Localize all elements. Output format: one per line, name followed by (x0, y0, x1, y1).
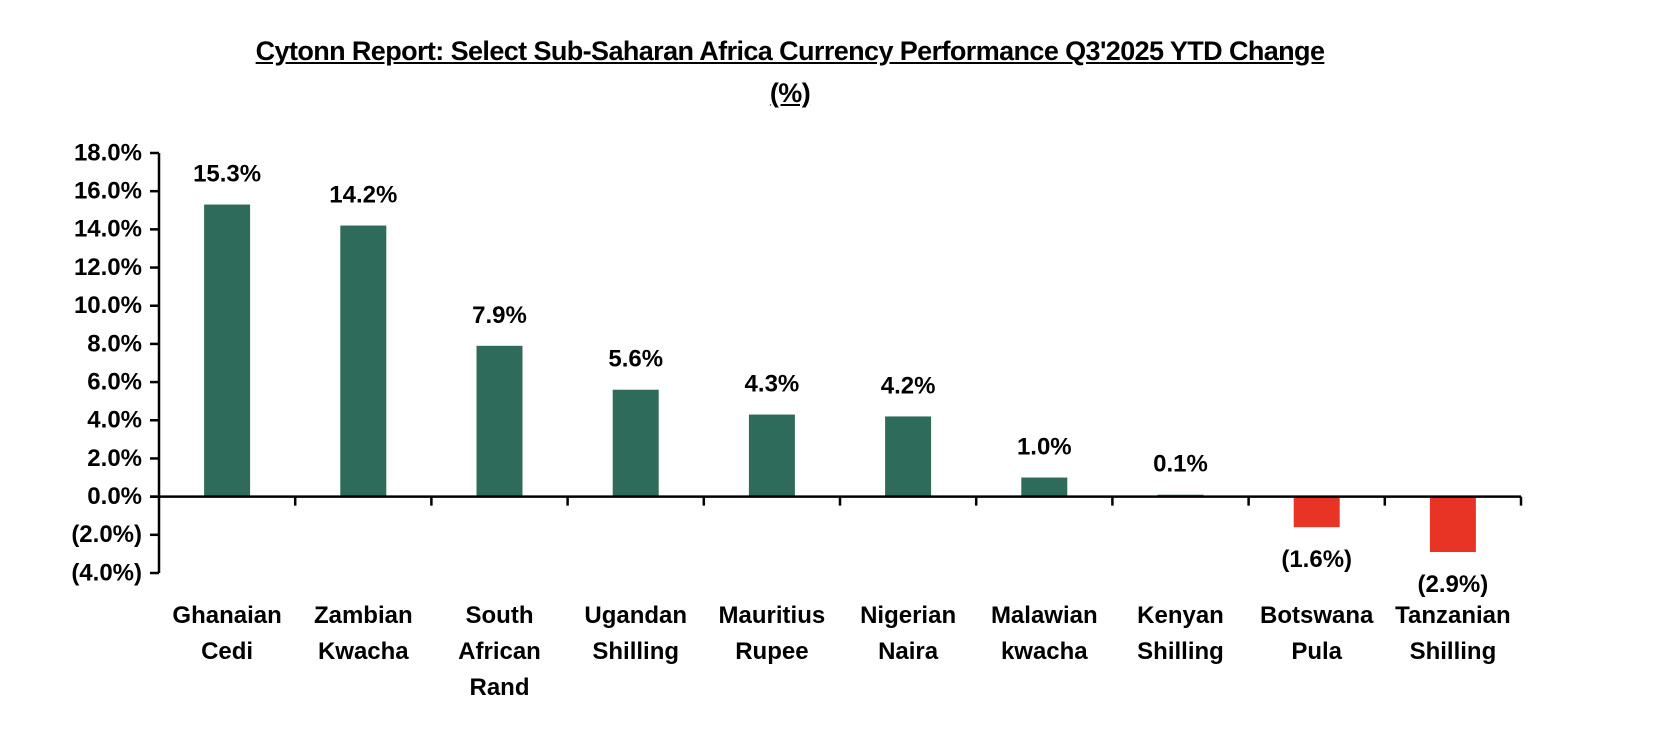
chart-title-line-1: Cytonn Report: Select Sub-Saharan Africa… (255, 36, 1325, 66)
x-category-label: Kwacha (318, 638, 409, 665)
chart-title: Cytonn Report: Select Sub-Saharan Africa… (0, 30, 1580, 114)
y-tick-label: (2.0%) (71, 521, 142, 548)
y-tick-label: 12.0% (74, 254, 142, 281)
y-tick-label: 14.0% (74, 216, 142, 243)
y-axis: 18.0% 16.0% 14.0% 12.0% 10.0% 8.0% 6.0% 4.0% 2.0… (71, 139, 161, 586)
data-label: (1.6%) (1281, 546, 1352, 573)
x-axis (150, 495, 1523, 506)
chart-title-line-2: (%) (769, 78, 811, 108)
x-category-label: Rupee (735, 638, 808, 665)
data-label: 4.3% (745, 371, 800, 398)
bar (1293, 496, 1340, 528)
y-tick-label: 10.0% (74, 292, 142, 319)
data-label: 1.0% (1017, 434, 1072, 461)
x-category-label: Shilling (1137, 638, 1224, 665)
x-category-label: Nigerian (860, 602, 956, 629)
y-tick-label: 16.0% (74, 178, 142, 205)
x-category-label: kwacha (1001, 638, 1088, 665)
data-label: (2.9%) (1418, 571, 1489, 598)
bar (1429, 496, 1476, 552)
bar (204, 204, 251, 497)
x-category-label: African (458, 638, 541, 665)
y-tick-label: 18.0% (74, 139, 142, 166)
x-category-label: South (466, 602, 534, 629)
x-category-label: Shilling (1410, 638, 1497, 665)
category-labels: Ghanaian Cedi Zambian Kwacha South African Ran… (172, 602, 1510, 701)
data-label: 14.2% (329, 182, 397, 209)
x-category-label: Shilling (592, 638, 679, 665)
bar (476, 345, 523, 497)
x-category-label: Mauritius (719, 602, 826, 629)
x-category-label: Ugandan (584, 602, 687, 629)
x-category-label: Naira (878, 638, 939, 665)
x-category-label: Botswana (1260, 602, 1374, 629)
x-category-label: Ghanaian (172, 602, 281, 629)
data-label: 15.3% (193, 161, 261, 188)
data-label: 7.9% (472, 302, 527, 329)
x-category-label: Zambian (314, 602, 413, 629)
data-labels: 15.3% 14.2% 7.9% 5.6% 4.3% 4.2% 1.0% 0.1% (1.6%)… (193, 161, 1488, 598)
bar (1021, 477, 1068, 497)
data-label: 4.2% (881, 372, 936, 399)
bar (748, 414, 795, 497)
y-tick-label: (4.0%) (71, 559, 142, 586)
data-label: 5.6% (608, 346, 663, 373)
y-tick-label: 0.0% (87, 483, 142, 510)
bar (340, 225, 387, 497)
bar (612, 389, 659, 497)
y-tick-label: 8.0% (87, 330, 142, 357)
y-tick-label: 6.0% (87, 368, 142, 395)
y-tick-label: 4.0% (87, 407, 142, 434)
x-category-label: Malawian (991, 602, 1098, 629)
x-category-label: Kenyan (1137, 602, 1224, 629)
x-category-label: Tanzanian (1395, 602, 1511, 629)
x-category-label: Rand (470, 674, 530, 701)
bar (885, 416, 932, 497)
y-tick-label: 2.0% (87, 445, 142, 472)
data-label: 0.1% (1153, 451, 1208, 478)
x-category-label: Cedi (201, 638, 253, 665)
x-category-label: Pula (1291, 638, 1342, 665)
